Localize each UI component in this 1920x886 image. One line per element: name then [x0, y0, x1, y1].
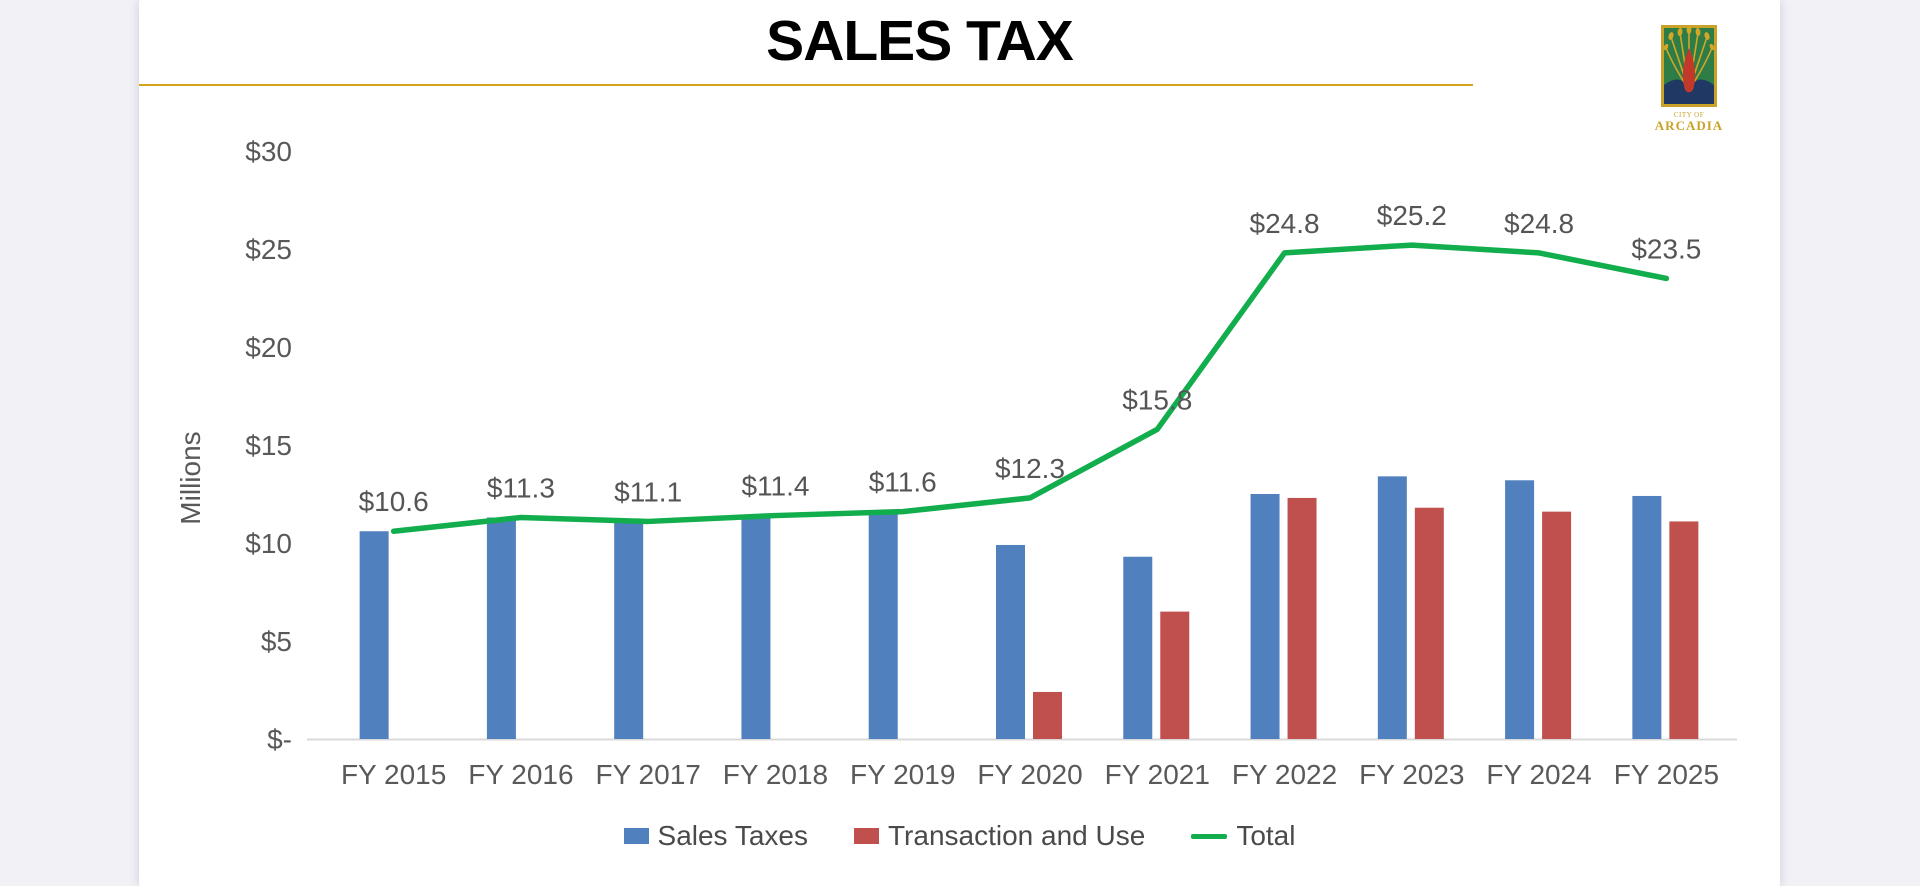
x-axis-label: FY 2022: [1232, 759, 1337, 790]
legend-swatch-transaction-and-use: [853, 828, 879, 844]
x-axis-label: FY 2025: [1614, 759, 1719, 790]
data-label-FY2015: $10.6: [359, 486, 429, 517]
y-tick-label: $30: [245, 136, 292, 167]
bar-sales-taxes-FY2019: [868, 511, 898, 739]
legend-swatch-total-line: [1191, 833, 1228, 839]
bar-transaction-and-use-FY2022: [1287, 497, 1317, 739]
bar-transaction-and-use-FY2024: [1542, 511, 1572, 739]
bar-sales-taxes-FY2021: [1123, 556, 1153, 739]
bar-transaction-and-use-FY2023: [1414, 507, 1444, 739]
page-title: SALES TAX: [766, 9, 1074, 73]
peacock-body: [1682, 48, 1696, 93]
data-label-FY2021: $15.8: [1122, 384, 1192, 415]
y-axis-title: Millions: [175, 431, 206, 524]
bar-sales-taxes-FY2018: [741, 515, 771, 739]
data-label-FY2019: $11.6: [869, 467, 937, 498]
y-tick-label: $20: [245, 332, 292, 363]
data-label-FY2020: $12.3: [995, 453, 1065, 484]
x-axis-label: FY 2015: [341, 759, 446, 790]
data-label-FY2023: $25.2: [1377, 200, 1447, 231]
bar-sales-taxes-FY2025: [1632, 495, 1662, 739]
legend-label-sales-taxes: Sales Taxes: [657, 820, 808, 851]
bar-sales-taxes-FY2024: [1505, 480, 1535, 739]
bar-sales-taxes-FY2023: [1377, 476, 1407, 739]
data-label-FY2016: $11.3: [487, 473, 555, 504]
y-tick-label: $-: [267, 724, 292, 755]
x-axis-label: FY 2023: [1359, 759, 1464, 790]
chart-legend: Sales Taxes Transaction and Use Total: [139, 820, 1780, 852]
legend-item-transaction-and-use: Transaction and Use: [853, 820, 1146, 852]
logo-arcadia-text: ARCADIA: [1655, 118, 1723, 133]
sales-tax-chart: $30 $25 $20 $15 $10 $5 $- Millions $10.6 $11.3 $11…: [175, 136, 1737, 790]
legend-label-transaction-and-use: Transaction and Use: [887, 820, 1146, 851]
x-axis-label: FY 2020: [977, 759, 1082, 790]
x-axis-label: FY 2019: [850, 759, 955, 790]
y-tick-label: $5: [261, 626, 292, 657]
x-axis-label: FY 2017: [596, 759, 701, 790]
x-axis-label: FY 2016: [468, 759, 573, 790]
bar-sales-taxes-FY2015: [359, 531, 389, 739]
y-tick-label: $25: [245, 234, 292, 265]
y-tick-label: $15: [245, 430, 292, 461]
total-line: [390, 242, 1670, 534]
x-axis-label: FY 2024: [1486, 759, 1591, 790]
bar-transaction-and-use-FY2025: [1669, 521, 1699, 739]
y-tick-label: $10: [245, 528, 292, 559]
data-label-FY2022: $24.8: [1250, 208, 1320, 239]
bar-transaction-and-use-FY2020: [1033, 691, 1062, 739]
legend-item-sales-taxes: Sales Taxes: [623, 820, 808, 852]
bar-transaction-and-use-FY2021: [1160, 611, 1190, 739]
bar-sales-taxes-FY2022: [1250, 494, 1280, 739]
bar-sales-taxes-FY2016: [486, 517, 516, 739]
legend-item-total: Total: [1191, 820, 1295, 852]
x-axis-label: FY 2018: [723, 759, 828, 790]
title-divider: [139, 84, 1473, 86]
slide: $30 $25 $20 $15 $10 $5 $- Millions $10.6 $11.3 $11…: [139, 0, 1780, 886]
feather-tips: [1663, 26, 1715, 51]
legend-label-total: Total: [1236, 820, 1296, 851]
logo-city-of-text: CITY OF: [1674, 111, 1704, 119]
bar-sales-taxes-FY2017: [614, 521, 644, 739]
legend-swatch-sales-taxes: [623, 828, 649, 844]
data-label-FY2017: $11.1: [614, 476, 682, 507]
data-label-FY2025: $23.5: [1631, 233, 1701, 264]
bar-sales-taxes-FY2020: [996, 544, 1025, 739]
data-label-FY2024: $24.8: [1504, 208, 1574, 239]
x-axis-label: FY 2021: [1105, 759, 1210, 790]
arcadia-logo: CITY OF ARCADIA: [1655, 25, 1723, 133]
data-label-FY2018: $11.4: [741, 471, 809, 502]
